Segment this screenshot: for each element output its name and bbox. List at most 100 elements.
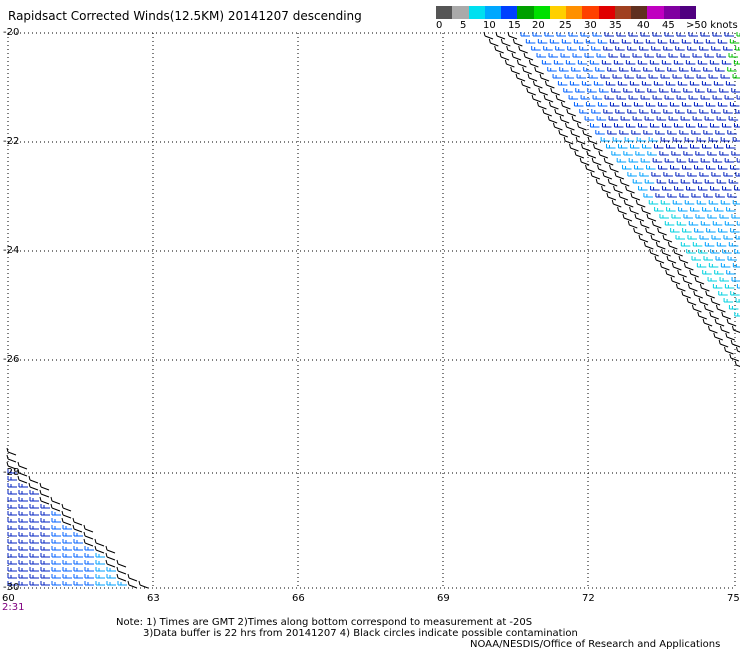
wind-barb (593, 143, 603, 152)
wind-barb (72, 524, 83, 533)
lat-label: -28 (3, 467, 20, 478)
wind-barb (613, 185, 623, 194)
wind-barb (632, 179, 643, 184)
wind-barb (666, 207, 676, 212)
wind-barb (95, 574, 105, 579)
wind-barb (18, 560, 28, 565)
wind-barb (736, 284, 740, 289)
wind-barb (706, 165, 716, 170)
wind-barb (577, 60, 588, 65)
wind-barb (588, 74, 599, 79)
wind-barb (596, 116, 607, 121)
wind-barb (668, 116, 679, 121)
wind-barb (667, 67, 677, 72)
wind-barb (716, 116, 727, 121)
wind-barb (616, 95, 627, 100)
wind-barb (607, 178, 618, 187)
wind-barb (84, 581, 94, 586)
wind-barb (625, 185, 635, 194)
wind-barb (731, 151, 740, 156)
wind-barb (563, 88, 573, 93)
wind-barb (61, 503, 72, 512)
wind-barb (596, 53, 607, 58)
wind-barb (621, 102, 632, 107)
wind-barb (687, 109, 697, 114)
wind-barb (723, 298, 734, 303)
wind-barb (689, 81, 700, 86)
wind-barb (728, 305, 739, 310)
lat-label: -24 (3, 245, 20, 256)
wind-barb (616, 158, 627, 163)
wind-barb (587, 136, 598, 145)
wind-barb (542, 108, 552, 117)
wind-barb (630, 144, 640, 149)
wind-barb (627, 172, 637, 177)
colorbar-label: 15 (508, 20, 521, 31)
wind-barb (657, 227, 667, 236)
wind-barb (676, 158, 687, 163)
wind-barb (527, 73, 538, 82)
wind-barb (538, 87, 548, 96)
wind-barb (703, 193, 713, 198)
wind-barb (650, 186, 660, 191)
wind-barb (611, 151, 621, 156)
wind-barb (680, 53, 691, 58)
wind-barb (648, 137, 659, 142)
wind-barb (29, 504, 39, 509)
wind-barb (652, 95, 663, 100)
wind-barb (580, 32, 590, 37)
wind-barb (691, 67, 701, 72)
wind-barb (571, 67, 581, 72)
wind-barb (656, 53, 667, 58)
wind-barb (727, 256, 738, 261)
wind-barb (661, 60, 672, 65)
wind-barb (580, 95, 591, 100)
wind-barb (670, 276, 681, 285)
wind-barb (718, 165, 728, 170)
wind-barb (688, 158, 699, 163)
wind-barb (609, 39, 620, 44)
wind-barb (714, 270, 724, 275)
wind-barb (584, 53, 595, 58)
wind-barb (552, 74, 563, 79)
wind-barb (641, 206, 651, 215)
wind-barb (696, 137, 707, 142)
wind-barb (528, 59, 539, 68)
wind-barb (720, 74, 731, 79)
wind-barb (644, 179, 655, 184)
wind-barb (674, 186, 684, 191)
wind-barb (640, 32, 650, 37)
wind-barb (668, 53, 679, 58)
wind-barb (6, 454, 17, 463)
wind-barb (564, 74, 575, 79)
wind-barb (698, 186, 708, 191)
lat-label: -26 (3, 354, 20, 365)
wind-barb (7, 539, 17, 544)
wind-barb (40, 581, 50, 586)
wind-barb (713, 332, 723, 341)
wind-barb (664, 95, 675, 100)
wind-barb (695, 151, 705, 156)
colorbar-swatch (663, 6, 680, 19)
wind-barb (488, 38, 499, 47)
wind-barb (7, 581, 17, 586)
wind-barb (570, 129, 580, 138)
wind-barb (723, 46, 733, 51)
wind-barb (732, 263, 740, 268)
wind-barb (629, 206, 639, 215)
wind-barb (40, 574, 50, 579)
wind-barb (520, 80, 531, 89)
wind-barb (632, 53, 643, 58)
wind-barb (700, 95, 711, 100)
wind-barb (29, 567, 39, 572)
wind-barb (73, 539, 83, 544)
wind-barb (699, 235, 709, 240)
wind-barb (615, 46, 625, 51)
wind-barb (702, 144, 712, 149)
wind-barb (667, 193, 677, 198)
wind-barb (635, 151, 645, 156)
wind-barb (500, 38, 511, 47)
wind-barb (568, 32, 578, 37)
wind-barb (694, 165, 704, 170)
wind-barb (29, 553, 39, 558)
